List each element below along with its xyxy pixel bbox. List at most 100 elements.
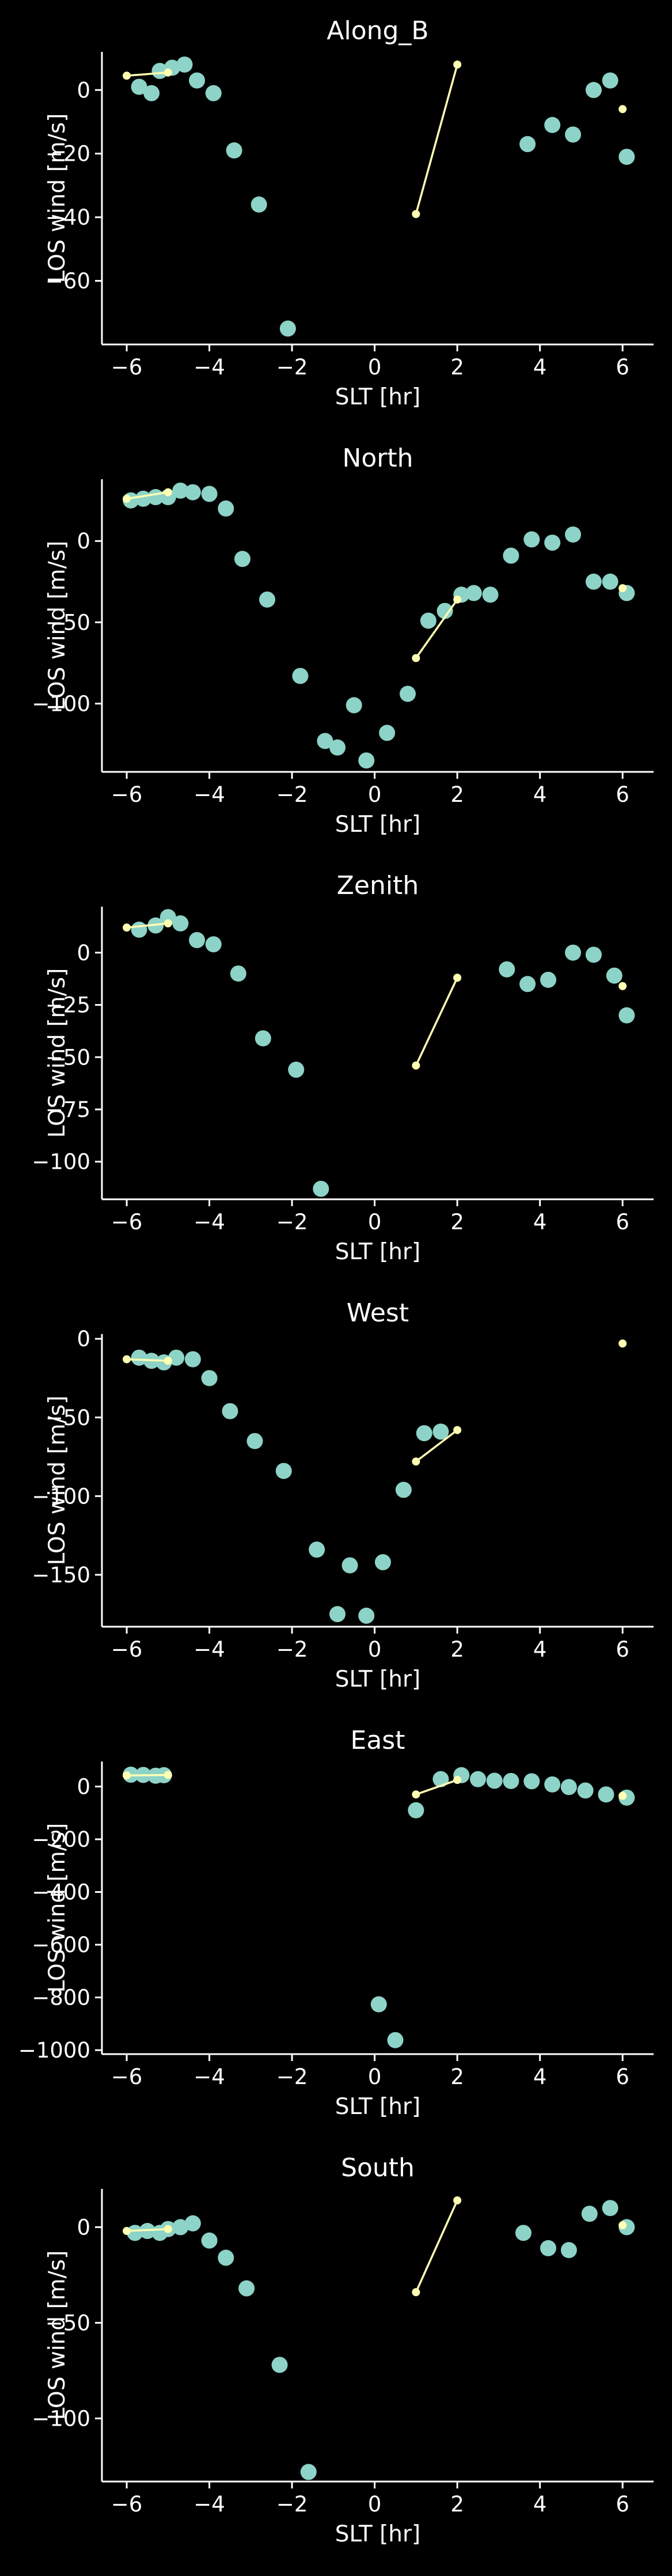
x-tick-label: 4 [533, 355, 547, 380]
line-point [453, 60, 462, 69]
line-segment [415, 64, 458, 215]
x-tick-label: 0 [368, 1637, 382, 1662]
scatter-point [482, 586, 499, 603]
scatter-point [565, 126, 582, 143]
scatter-point [515, 2225, 531, 2241]
scatter-point [131, 1349, 147, 1366]
line-segment [126, 2228, 168, 2232]
x-tick-label: −4 [193, 2492, 225, 2517]
scatter-point [222, 1403, 238, 1419]
x-tick-label: 2 [450, 355, 464, 380]
line-point [453, 1426, 462, 1434]
line-point [164, 919, 172, 928]
scatter-point [313, 1180, 329, 1197]
x-axis-label: SLT [hr] [335, 384, 421, 410]
line-point [412, 1457, 420, 1466]
y-tick-label: −75 [45, 1097, 90, 1122]
scatter-point [618, 1007, 635, 1024]
scatter-point [544, 1776, 561, 1793]
y-tick-label: −200 [32, 1827, 90, 1852]
scatter-point [151, 63, 168, 79]
scatter-point [544, 535, 561, 551]
scatter-point [358, 752, 375, 769]
x-tick-label: −6 [111, 1210, 143, 1234]
scatter-point [544, 117, 561, 133]
x-tick-label: 2 [450, 1210, 464, 1234]
x-tick-label: −4 [193, 355, 225, 380]
scatter-point [329, 739, 346, 756]
x-tick-label: 6 [616, 2492, 629, 2517]
line-point [412, 1061, 420, 1070]
x-tick-label: −2 [276, 782, 308, 807]
line-point [123, 494, 131, 503]
scatter-point [598, 1786, 614, 1803]
scatter-point [205, 936, 222, 953]
x-tick-label: −2 [276, 2064, 308, 2089]
scatter-point [519, 136, 536, 153]
scatter-point [432, 1771, 449, 1787]
line-point [123, 71, 131, 80]
scatter-point [300, 2464, 317, 2480]
scatter-point [560, 2242, 577, 2259]
y-tick-label: 0 [77, 529, 90, 554]
scatter-point [585, 946, 602, 963]
line-segment [126, 491, 169, 500]
scatter-point [540, 2240, 557, 2256]
panel-west: West −6 −4 −2 0 2 4 6 −150 −100 −50 0 SLT [hr] LOS wi… [32, 1298, 654, 1692]
line-segment [415, 1779, 458, 1795]
scatter-point [420, 612, 436, 629]
line-segment [415, 598, 458, 659]
scatter-point [387, 2032, 404, 2048]
scatter-point [184, 2215, 201, 2232]
y-tick-label: 0 [77, 1327, 90, 1351]
scatter-point [189, 72, 206, 89]
line-point [453, 595, 462, 604]
x-tick-label: −2 [276, 2492, 308, 2517]
x-tick-label: −6 [111, 355, 143, 380]
line-point [618, 2221, 627, 2230]
scatter-point [432, 1423, 449, 1440]
scatter-point [201, 1370, 218, 1387]
y-tick-label: −50 [45, 1045, 90, 1070]
scatter-point [255, 1030, 271, 1047]
scatter-point [238, 2280, 255, 2297]
x-tick-label: −2 [276, 1210, 308, 1234]
scatter-point [503, 547, 519, 564]
x-axis-label: SLT [hr] [335, 2521, 421, 2547]
scatter-point [565, 944, 582, 961]
scatter-point [218, 500, 234, 517]
scatter-point [486, 1772, 503, 1789]
scatter-point [602, 2200, 618, 2217]
scatter-point [143, 85, 160, 101]
x-tick-label: 6 [616, 1637, 629, 1662]
line-point [618, 584, 627, 593]
scatter-point [470, 1771, 487, 1787]
scatter-point [523, 1773, 540, 1790]
panel-title: North [342, 444, 413, 473]
x-tick-label: −6 [111, 2492, 143, 2517]
scatter-point [184, 484, 201, 501]
scatter-point [172, 2219, 189, 2236]
scatter-point [292, 668, 309, 684]
panel-south: South −6 −4 −2 0 2 4 6 −100 −50 0 SLT [hr] LOS wind … [32, 2153, 654, 2547]
line-point [412, 654, 420, 662]
scatter-point [168, 1349, 185, 1366]
y-tick-label: −25 [45, 993, 90, 1018]
x-tick-label: 4 [533, 1210, 547, 1234]
x-tick-label: 2 [450, 2064, 464, 2089]
line-point [164, 2225, 172, 2233]
y-tick-label: 0 [77, 941, 90, 965]
line-point [164, 1771, 172, 1779]
y-tick-label: −1000 [18, 2038, 90, 2063]
scatter-point [560, 1779, 577, 1795]
line-point [123, 1355, 131, 1363]
line-point [618, 105, 627, 113]
scatter-point [503, 1772, 519, 1789]
scatter-point [519, 976, 536, 992]
x-tick-label: 4 [533, 782, 547, 807]
scatter-point [465, 585, 482, 601]
scatter-point [230, 965, 246, 982]
y-tick-label: −60 [45, 269, 90, 294]
scatter-point [329, 1606, 346, 1623]
